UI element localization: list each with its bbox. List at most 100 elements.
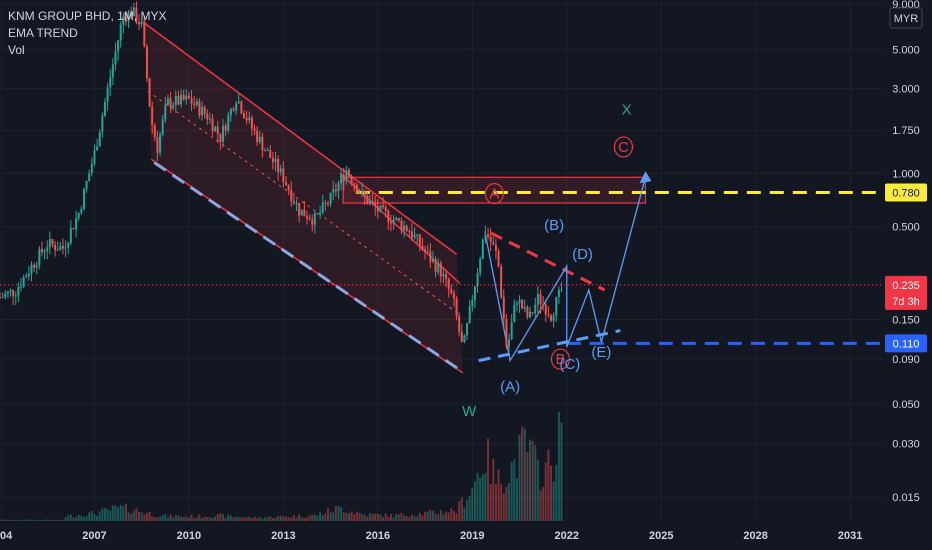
candle-body (481, 239, 484, 259)
candle-body (61, 246, 64, 249)
candle-body (245, 117, 248, 121)
symbol-title[interactable]: KNM GROUP BHD, 1M, MYX (8, 9, 167, 23)
volume-bar (403, 515, 406, 521)
volume-bar (103, 507, 106, 521)
candle-body (410, 231, 413, 238)
volume-bar (261, 518, 264, 521)
volume-bar (342, 512, 345, 521)
volume-bar (308, 515, 311, 521)
candle-body (353, 183, 356, 185)
volume-bar (101, 508, 104, 521)
candle-body (334, 189, 337, 192)
volume-bar (358, 513, 361, 521)
candle-body (305, 216, 308, 219)
volume-bar (463, 507, 466, 521)
volume-bar (418, 512, 421, 521)
volume-bar (552, 481, 555, 521)
wave-label-b: B (555, 351, 565, 368)
time-axis-tick: 2016 (366, 530, 390, 542)
candle-body (458, 316, 461, 332)
candle-body (371, 200, 374, 203)
candle-body (75, 218, 78, 230)
candle-body (156, 137, 159, 153)
volume-bar (172, 517, 175, 521)
wave-label-a: (A) (500, 378, 520, 395)
volume-bar (395, 513, 398, 521)
volume-bar (114, 505, 117, 521)
candle-body (19, 286, 22, 288)
currency-label: MYR (894, 13, 919, 25)
volume-bar (413, 516, 416, 521)
candle-body (177, 95, 180, 105)
candle-body (12, 290, 15, 296)
volume-bar (460, 497, 463, 521)
candle-body (219, 133, 222, 142)
volume-bar (0, 520, 1, 521)
volume-bar (269, 516, 272, 521)
candle-body (358, 193, 361, 195)
candle-body (127, 11, 130, 22)
volume-bar (518, 434, 521, 521)
candle-body (211, 118, 214, 132)
candle-body (250, 117, 253, 129)
volume-bar (4, 519, 7, 521)
candle-body (48, 238, 51, 248)
candle-body (434, 259, 437, 272)
volume-bar (253, 516, 256, 521)
candle-body (30, 264, 33, 274)
candle-body (101, 115, 104, 133)
volume-bar (300, 517, 303, 521)
time-axis-tick: 2028 (743, 530, 767, 542)
candle-body (248, 117, 251, 121)
candle-body (560, 289, 563, 291)
volume-bar (523, 428, 526, 521)
volume-bar (75, 516, 78, 521)
candle-body (9, 290, 12, 292)
volume-bar (316, 515, 319, 521)
candle-body (308, 218, 311, 220)
volume-bar (237, 517, 240, 521)
candle-body (544, 304, 547, 315)
volume-bar (85, 516, 88, 521)
volume-bar (61, 519, 64, 521)
volume-bar (329, 512, 332, 521)
volume-bars (0, 411, 563, 521)
candle-body (413, 235, 416, 238)
volume-bar (334, 506, 337, 521)
indicator-ema-trend[interactable]: EMA TREND (8, 26, 78, 40)
price-tags: 0.780 0.235 7d 3h 0.110 (885, 183, 927, 353)
candle-body (382, 205, 385, 207)
volume-bar (9, 519, 12, 521)
volume-bar (311, 514, 314, 521)
price-axis[interactable]: 9.000 5.000 3.000 1.750 1.000 0.500 0.235 0.150… (889, 0, 923, 504)
volume-bar (303, 517, 306, 521)
price-tag-value: 0.110 (893, 338, 920, 350)
volume-bar (361, 514, 364, 521)
candle-body (400, 220, 403, 231)
candle-body (363, 190, 366, 197)
candle-body (487, 234, 490, 237)
candle-body (473, 286, 476, 301)
candle-body (0, 297, 1, 299)
candle-body (342, 174, 345, 182)
candle-body (510, 322, 513, 340)
candle-body (85, 181, 88, 189)
candle-body (329, 192, 332, 204)
volume-bar (216, 513, 219, 521)
volume-bar (521, 426, 524, 521)
time-axis[interactable]: 04 2007 2010 2013 2016 2019 2022 2025 2028 2031 (0, 530, 862, 542)
time-axis-tick: 2007 (82, 530, 106, 542)
volume-bar (111, 505, 114, 521)
candle-body (106, 87, 109, 102)
candle-body (214, 126, 217, 132)
volume-bar (536, 459, 539, 521)
candle-body (59, 246, 62, 250)
volume-bar (12, 519, 15, 521)
volume-bar (229, 515, 232, 521)
candle-body (201, 106, 204, 116)
volume-bar (321, 515, 324, 521)
indicator-volume[interactable]: Vol (8, 43, 25, 57)
volume-bar (77, 515, 80, 521)
